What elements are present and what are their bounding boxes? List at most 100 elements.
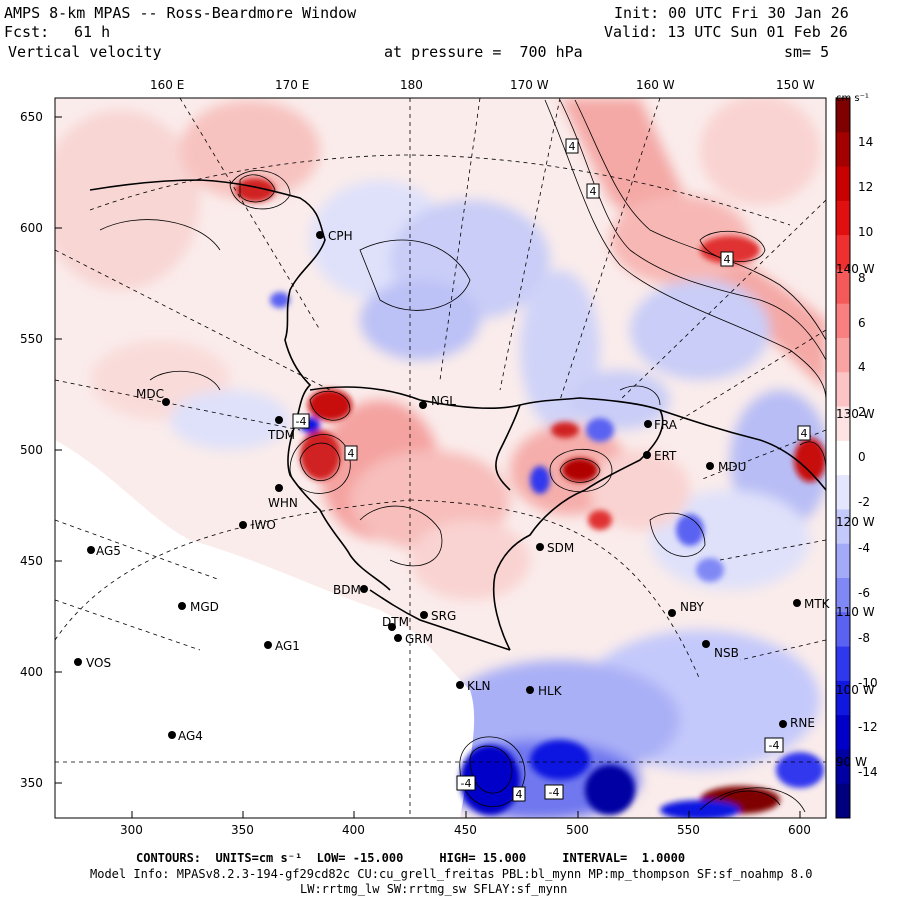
station-label: KLN — [467, 679, 491, 693]
station-label: RNE — [790, 716, 815, 730]
contour-info: CONTOURS: UNITS=cm s⁻¹ LOW= -15.000 HIGH… — [136, 851, 686, 865]
contour-label: 4 — [724, 253, 731, 266]
station-label: TDM — [268, 428, 295, 442]
colorbar-label: -4 — [858, 541, 870, 555]
contour-label: -4 — [461, 777, 472, 790]
colorbar-swatch — [836, 440, 850, 476]
contour-label: -4 — [296, 415, 307, 428]
longitude-label: 180 — [400, 78, 423, 92]
colorbar-label: -12 — [858, 720, 878, 734]
longitude-label: 170 W — [510, 78, 549, 92]
longitude-label: 160 E — [150, 78, 185, 92]
station-label: GRM — [405, 632, 433, 646]
colorbar-swatch — [836, 783, 850, 819]
station-label: SRG — [431, 609, 457, 623]
x-tick: 350 — [231, 823, 254, 837]
contour-label: 4 — [516, 788, 523, 801]
colorbar-label: 0 — [858, 450, 866, 464]
y-tick: 350 — [20, 776, 43, 790]
colorbar-swatch — [836, 338, 850, 373]
longitude-label: 160 W — [636, 78, 675, 92]
x-tick: 450 — [454, 823, 477, 837]
colorbar-swatch — [836, 749, 850, 785]
station-label: FRA — [654, 418, 677, 432]
station-label: WHN — [268, 496, 298, 510]
contour-label: -4 — [549, 786, 560, 799]
longitude-label: 140 W — [836, 262, 875, 276]
y-tick: 550 — [20, 332, 43, 346]
station-label: SDM — [547, 541, 575, 555]
station-label: CPH — [328, 229, 353, 243]
colorbar-swatch — [836, 303, 850, 339]
valid-time: Valid: 13 UTC Sun 01 Feb 26 — [604, 23, 848, 41]
colorbar-label: -10 — [858, 676, 878, 690]
colorbar-label: 8 — [858, 271, 866, 285]
longitude-label: 100 W — [836, 683, 875, 697]
model-info-physics: LW:rrtmg_lw SW:rrtmg_sw SFLAY:sf_mynn — [300, 882, 568, 896]
station-label: MGD — [190, 600, 219, 614]
colorbar-swatch — [836, 612, 850, 648]
x-tick: 300 — [120, 823, 143, 837]
smoothing: sm= 5 — [784, 43, 830, 61]
colorbar-label: -2 — [858, 495, 870, 509]
colorbar — [835, 97, 851, 819]
y-tick: 400 — [20, 665, 43, 679]
longitude-label: 170 E — [275, 78, 310, 92]
colorbar-swatch — [836, 166, 850, 202]
colorbar-swatch — [836, 372, 850, 408]
contour-label: 4 — [590, 185, 597, 198]
colorbar-swatch — [836, 578, 850, 613]
colorbar-units: cm s⁻¹ — [836, 93, 869, 104]
y-tick: 650 — [20, 110, 43, 124]
colorbar-swatch — [836, 235, 850, 270]
longitude-label: 110 W — [836, 605, 875, 619]
station-label: NBY — [680, 600, 704, 614]
colorbar-label: -14 — [858, 765, 878, 779]
colorbar-label: 6 — [858, 316, 866, 330]
station-label: IWO — [251, 518, 276, 532]
colorbar-label: 4 — [858, 360, 866, 374]
colorbar-swatch — [836, 543, 850, 579]
y-tick: 500 — [20, 443, 43, 457]
station-label: NGL — [431, 394, 456, 408]
station-label: AG1 — [275, 639, 300, 653]
colorbar-swatch — [836, 132, 850, 168]
x-tick: 600 — [788, 823, 811, 837]
colorbar-label: 10 — [858, 225, 874, 239]
x-tick: 500 — [566, 823, 589, 837]
contour-label: 4 — [348, 447, 355, 460]
colorbar-swatch — [836, 646, 850, 682]
forecast-label: Fcst: — [4, 23, 50, 41]
station-label: NSB — [714, 646, 739, 660]
station-label: BDM — [333, 583, 361, 597]
colorbar-label: 14 — [858, 135, 874, 149]
colorbar-swatch — [836, 98, 850, 133]
longitude-label: 120 W — [836, 515, 875, 529]
colorbar-label: -6 — [858, 586, 870, 600]
station-label: MTK — [804, 597, 830, 611]
forecast-hour: 61 h — [74, 23, 111, 41]
model-info: Model Info: MPASv8.2.3-194-gf29cd82c CU:… — [90, 867, 813, 881]
contour-label: 4 — [801, 427, 808, 440]
y-tick: 450 — [20, 554, 43, 568]
longitude-label: 130 W — [836, 407, 875, 421]
station-label: VOS — [86, 656, 112, 670]
colorbar-swatch — [836, 475, 850, 510]
pressure-level: at pressure = 700 hPa — [384, 43, 583, 61]
colorbar-label: -8 — [858, 631, 870, 645]
longitude-label: 150 W — [776, 78, 815, 92]
longitude-label: 90 W — [836, 755, 867, 769]
y-tick: 600 — [20, 221, 43, 235]
x-tick: 550 — [677, 823, 700, 837]
field-name: Vertical velocity — [8, 43, 162, 61]
station-label: MDU — [718, 460, 747, 474]
station-label: AG4 — [178, 729, 203, 743]
station-label: ERT — [654, 449, 677, 463]
x-tick: 400 — [342, 823, 365, 837]
colorbar-swatch — [836, 509, 850, 545]
colorbar-swatch — [836, 406, 850, 442]
init-time: Init: 00 UTC Fri 30 Jan 26 — [614, 4, 849, 22]
station-label: DTM — [382, 615, 409, 629]
colorbar-swatch — [836, 200, 850, 236]
